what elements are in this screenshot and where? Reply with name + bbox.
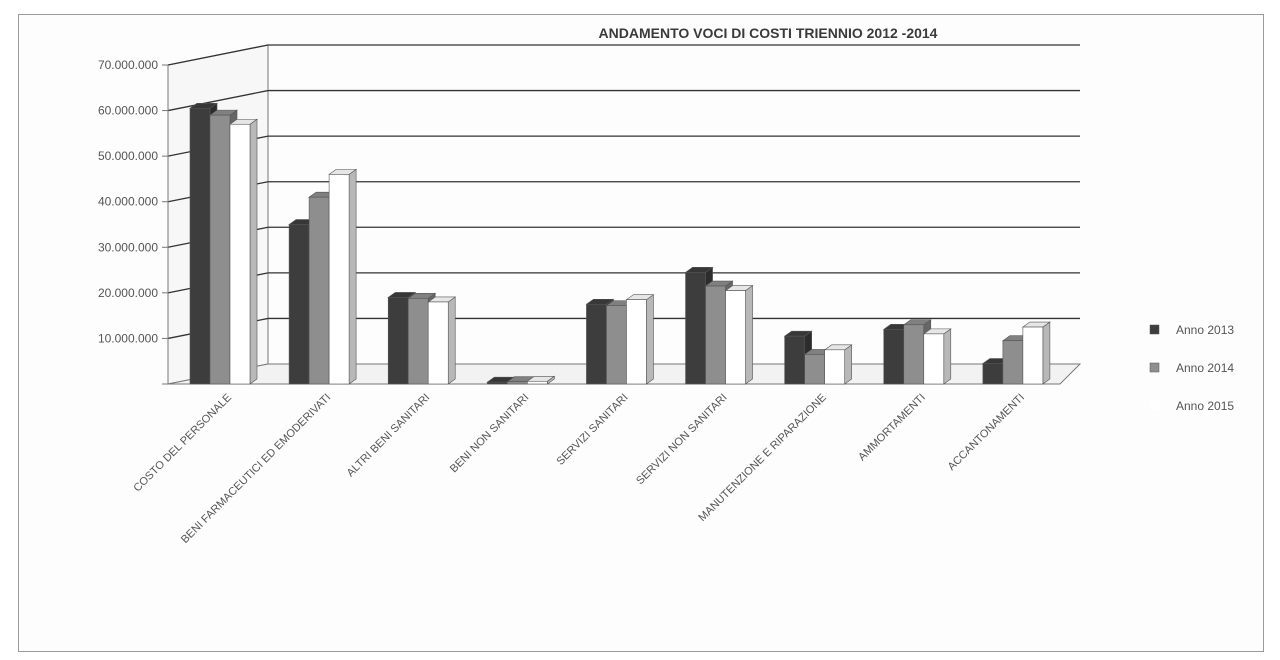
bar-front [1022,326,1044,385]
bar [1021,321,1051,385]
bar [427,296,457,385]
y-tick-label: 60.000.000 [98,104,158,118]
bar-front [606,305,627,385]
bar-front [229,123,251,385]
legend-swatch [1149,362,1160,373]
x-category-label: AMMORTAMENTI [856,392,928,464]
bar-front [824,349,845,385]
bar-front [288,224,310,385]
bar-side [249,118,258,385]
bar [724,284,754,385]
bar [625,294,655,385]
bar [823,344,853,385]
bar-front [387,297,409,385]
bar-front [527,380,548,385]
legend-label: Anno 2013 [1176,323,1234,337]
bar-side [348,168,357,385]
y-tick-label: 70.000.000 [98,58,158,72]
y-tick-label: 40.000.000 [98,195,158,209]
bar-front [487,381,508,385]
bar-front [725,290,746,385]
bar-front [923,333,945,385]
bar-front [705,285,726,385]
legend-label: Anno 2015 [1176,399,1234,413]
gridline [167,44,1080,66]
bar-front [685,272,706,385]
x-category-label: SERVIZI NON SANITARI [634,392,730,488]
bar-front [586,303,607,385]
bar-front [982,363,1004,385]
bar-front [209,114,231,385]
y-tick-label: 30.000.000 [98,240,158,254]
bar [229,118,258,385]
x-category-label: COSTO DEL PERSONALE [131,392,234,495]
bar-front [308,196,330,385]
bar-side [1042,321,1051,385]
gridline [167,135,1080,157]
bar [922,328,952,385]
bar-front [626,299,647,385]
bar-side [745,284,753,385]
chart-title: ANDAMENTO VOCI DI COSTI TRIENNIO 2012 -2… [599,25,938,41]
legend-swatch [1149,324,1160,335]
y-axis-tick-labels: 10.000.000 20.000.000 30.000.000 40.000.000… [98,58,158,345]
x-category-label: BENI NON SANITARI [448,392,532,476]
legend: Anno 2013 Anno 2014 Anno 2015 [1149,323,1234,413]
bar-side [646,294,654,385]
gridline [167,181,1080,203]
bar [328,168,358,385]
bar-front [189,107,211,385]
y-tick-label: 10.000.000 [98,331,158,345]
bar-front [328,174,350,385]
bar-front [903,324,925,385]
y-tick-label: 50.000.000 [98,149,158,163]
bar-front [804,354,825,385]
x-category-label: SERVIZI SANITARI [555,392,631,468]
bar-side [844,344,852,385]
x-category-label: ACCANTONAMENTI [946,392,1027,473]
gridline [167,89,1080,112]
bar [526,375,556,385]
bar-series-group [189,102,1051,385]
bar-front [1002,340,1024,385]
bar-side [943,328,952,385]
legend-swatch [1149,400,1160,411]
y-tick-label: 20.000.000 [98,286,158,300]
x-category-label: ALTRI BENI SANITARI [345,392,433,480]
bar-side [447,296,456,385]
legend-label: Anno 2014 [1176,361,1234,375]
bar-front [427,301,449,385]
bar-front [784,335,805,385]
bar-front [507,381,528,385]
bar-front [407,298,429,385]
bar-front [883,329,905,385]
